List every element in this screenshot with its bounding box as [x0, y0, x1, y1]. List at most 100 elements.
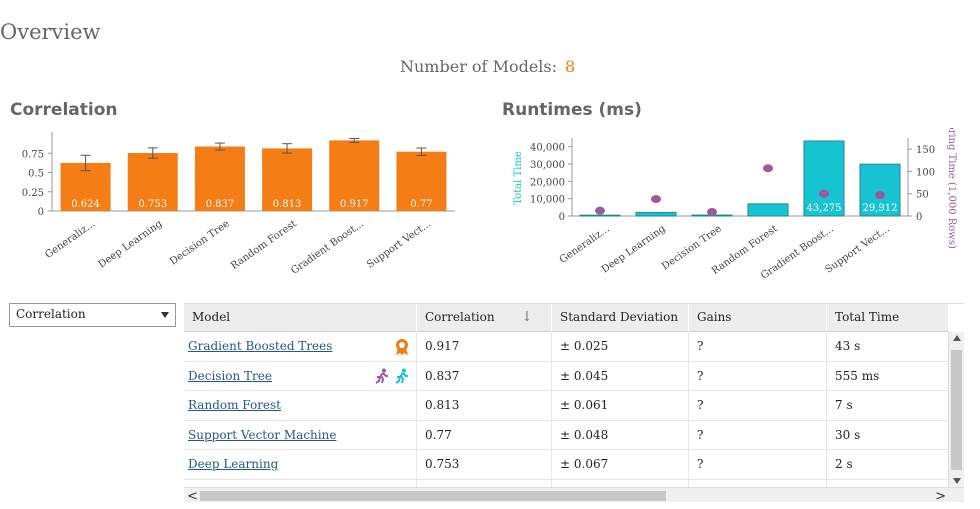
- y-tick-label-right: 100: [916, 167, 935, 178]
- data-label: 0.837: [206, 199, 235, 210]
- y-tick-label-left: 10,000: [530, 195, 565, 206]
- bar: [127, 153, 178, 211]
- page-title: Overview: [0, 20, 101, 44]
- bar: [859, 163, 901, 217]
- bar: [747, 203, 789, 217]
- bar: [579, 214, 621, 217]
- scatter-point: [819, 189, 829, 198]
- cell-total-time: 555 ms: [835, 368, 880, 383]
- sort-down-icon[interactable]: ↓: [521, 309, 533, 325]
- correlation-chart: 0 0.25 0.5 0.75 0.624 Generaliz... 0.753 Deep L…: [22, 132, 455, 277]
- table-row[interactable]: Support Vector Machine 0.77 ± 0.048? 30 s: [184, 420, 948, 450]
- cell-correlation: 0.837: [417, 361, 552, 390]
- metric-dropdown-value: Correlation: [16, 307, 86, 321]
- data-label: 0.813: [273, 199, 302, 210]
- header-gains[interactable]: Gains: [689, 304, 827, 332]
- cell-std: ± 0.061: [552, 391, 689, 420]
- horizontal-scrollbar[interactable]: < >: [184, 487, 964, 502]
- y-tick-label: 0.25: [22, 188, 44, 199]
- y-tick-label-right: 50: [916, 190, 929, 201]
- scatter-point: [651, 195, 661, 204]
- hscroll-thumb[interactable]: [200, 491, 666, 501]
- model-link[interactable]: Deep Learning: [188, 457, 279, 471]
- data-label: 29,912: [863, 203, 898, 214]
- x-tick-label: Decision Tree: [168, 218, 232, 267]
- x-tick-label: Gradient Boost...: [289, 218, 366, 276]
- cell-correlation: 0.753: [417, 450, 552, 479]
- cell-model: Decision Tree: [184, 361, 417, 390]
- table-row[interactable]: Decision Tree 0.837 ± 0.045? 555 ms: [184, 361, 948, 391]
- cell-gains: ?: [689, 450, 827, 479]
- model-link[interactable]: Random Forest: [188, 398, 282, 412]
- model-link[interactable]: Decision Tree: [188, 368, 272, 383]
- table-row[interactable]: Deep Learning 0.753 ± 0.067? 2 s: [184, 450, 948, 480]
- cell-correlation: 0.917: [417, 332, 552, 361]
- cell-std: ± 0.025: [552, 332, 689, 361]
- runtimes-title: Runtimes (ms): [502, 100, 642, 120]
- cell-std: ± 0.048: [552, 420, 689, 449]
- cell-std: ± 0.045: [552, 361, 689, 390]
- cell-gains: ?: [689, 361, 827, 390]
- y-axis-label-right: Scoring Time (1,000 Rows): [946, 128, 957, 249]
- data-label: 0.753: [138, 199, 167, 210]
- metric-dropdown[interactable]: Correlation: [9, 303, 176, 327]
- y-tick-label-left: 40,000: [530, 143, 565, 154]
- award-icon: [394, 338, 410, 359]
- bar: [635, 212, 677, 217]
- table-row[interactable]: Random Forest 0.813 ± 0.061? 7 s: [184, 391, 948, 421]
- cell-correlation: 0.77: [417, 420, 552, 449]
- bar: [803, 140, 845, 217]
- model-count: Number of Models: 8: [400, 57, 575, 76]
- table-body: Gradient Boosted Trees 0.917 ± 0.025? 43 s D…: [184, 332, 948, 502]
- x-tick-label: Generaliz...: [558, 223, 612, 265]
- scroll-down-icon[interactable]: [953, 478, 961, 484]
- y-tick-label-left: 0: [559, 212, 565, 223]
- x-tick-label: Support Vect...: [365, 218, 433, 270]
- x-tick-label: Deep Learning: [97, 218, 165, 270]
- header-correlation[interactable]: Correlation ↓: [417, 304, 552, 332]
- vertical-scrollbar[interactable]: [948, 332, 964, 487]
- cell-total-time: 2 s: [835, 457, 853, 471]
- chevron-down-icon[interactable]: [161, 312, 169, 318]
- cell-total-time: 43 s: [835, 339, 861, 353]
- data-label: 0.77: [410, 199, 432, 210]
- scroll-thumb[interactable]: [951, 350, 962, 470]
- scroll-left-icon[interactable]: <: [187, 489, 198, 502]
- y-tick-label-right: 0: [916, 212, 922, 223]
- header-std[interactable]: Standard Deviation: [552, 304, 689, 332]
- bar: [262, 148, 313, 211]
- data-label: 43,275: [807, 203, 842, 214]
- y-tick-label: 0.75: [22, 149, 44, 160]
- cell-std: ± 0.067: [552, 450, 689, 479]
- scatter-point: [707, 207, 717, 216]
- scroll-up-icon[interactable]: [953, 335, 961, 341]
- fast-scoring-icon: [394, 368, 410, 387]
- model-link[interactable]: Support Vector Machine: [188, 427, 337, 442]
- header-model[interactable]: Model: [184, 304, 417, 332]
- correlation-title: Correlation: [10, 100, 118, 120]
- x-tick-label: Random Forest: [229, 218, 299, 271]
- table-row[interactable]: Gradient Boosted Trees 0.917 ± 0.025? 43 s: [184, 332, 948, 362]
- cell-gains: ?: [689, 391, 827, 420]
- model-count-label: Number of Models:: [400, 57, 558, 76]
- results-table: Model Correlation ↓ Standard Deviation Ga…: [184, 303, 964, 502]
- cell-correlation: 0.813: [417, 391, 552, 420]
- table-header: Model Correlation ↓ Standard Deviation Ga…: [184, 304, 948, 332]
- cell-gains: ?: [689, 332, 827, 361]
- bar: [194, 146, 245, 211]
- scroll-right-icon[interactable]: >: [935, 489, 946, 502]
- runtimes-chart: 0 10,000 20,000 30,000 40,000 0 50 100 150 Total …: [513, 128, 957, 282]
- model-count-value: 8: [565, 57, 576, 76]
- x-tick-label: Generaliz...: [43, 218, 97, 260]
- cell-model: Gradient Boosted Trees: [184, 332, 417, 361]
- y-axis-label-left: Total Time: [513, 151, 524, 205]
- y-tick-label-left: 20,000: [530, 177, 565, 188]
- cell-gains: ?: [689, 420, 827, 449]
- data-label: 0.917: [340, 199, 369, 210]
- scatter-point: [595, 206, 605, 215]
- cell-model: Random Forest: [184, 391, 417, 420]
- header-total-time[interactable]: Total Time: [835, 310, 900, 324]
- cell-total-time: 30 s: [835, 427, 861, 442]
- cell-model: Support Vector Machine: [184, 420, 417, 449]
- model-link[interactable]: Gradient Boosted Trees: [188, 339, 333, 353]
